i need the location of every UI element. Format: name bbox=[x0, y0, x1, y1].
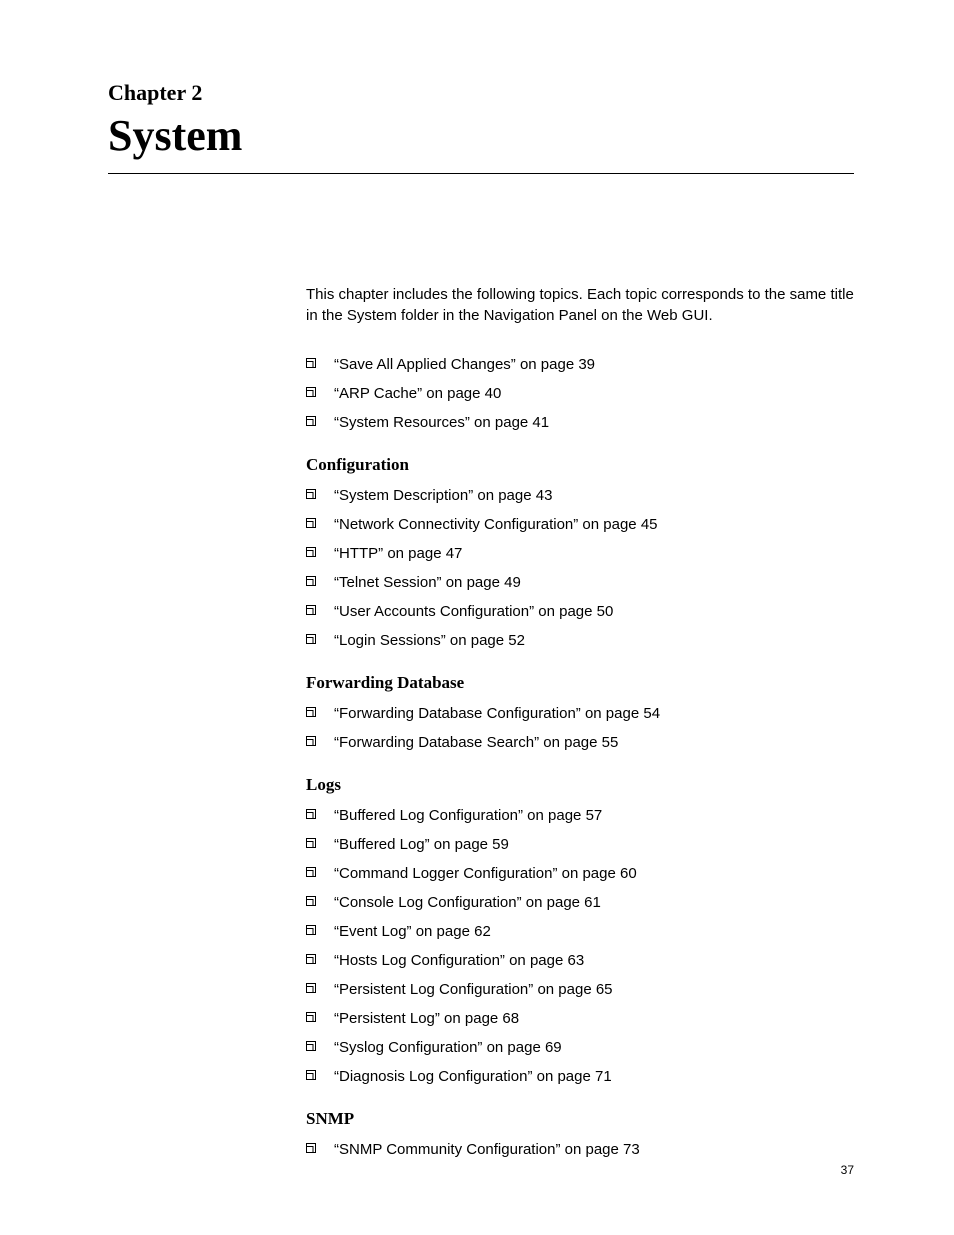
toc-item: “Login Sessions” on page 52 bbox=[306, 626, 854, 655]
toc-item-text: “Persistent Log” on page 68 bbox=[334, 1008, 519, 1029]
list-bullet-icon bbox=[306, 954, 316, 964]
list-bullet-icon bbox=[306, 983, 316, 993]
section-heading: SNMP bbox=[306, 1109, 854, 1129]
toc-item: “User Accounts Configuration” on page 50 bbox=[306, 597, 854, 626]
list-bullet-icon bbox=[306, 634, 316, 644]
toc-item: “Persistent Log Configuration” on page 6… bbox=[306, 975, 854, 1004]
toc-item: “Buffered Log” on page 59 bbox=[306, 830, 854, 859]
list-bullet-icon bbox=[306, 896, 316, 906]
toc-item-text: “Event Log” on page 62 bbox=[334, 921, 491, 942]
list-bullet-icon bbox=[306, 576, 316, 586]
list-bullet-icon bbox=[306, 547, 316, 557]
toc-item-text: “Diagnosis Log Configuration” on page 71 bbox=[334, 1066, 612, 1087]
toc-item-text: “ARP Cache” on page 40 bbox=[334, 383, 501, 404]
chapter-content: This chapter includes the following topi… bbox=[306, 284, 854, 1164]
section-heading: Configuration bbox=[306, 455, 854, 475]
list-bullet-icon bbox=[306, 1041, 316, 1051]
intro-paragraph: This chapter includes the following topi… bbox=[306, 284, 854, 326]
toc-item: “Diagnosis Log Configuration” on page 71 bbox=[306, 1062, 854, 1091]
toc-item-text: “Save All Applied Changes” on page 39 bbox=[334, 354, 595, 375]
toc-list: “Buffered Log Configuration” on page 57 “… bbox=[306, 801, 854, 1091]
toc-item-text: “Telnet Session” on page 49 bbox=[334, 572, 521, 593]
toc-item: “HTTP” on page 47 bbox=[306, 539, 854, 568]
page-number: 37 bbox=[841, 1163, 854, 1177]
list-bullet-icon bbox=[306, 518, 316, 528]
toc-item: “Buffered Log Configuration” on page 57 bbox=[306, 801, 854, 830]
toc-item: “SNMP Community Configuration” on page 7… bbox=[306, 1135, 854, 1164]
list-bullet-icon bbox=[306, 489, 316, 499]
list-bullet-icon bbox=[306, 838, 316, 848]
toc-item-text: “Syslog Configuration” on page 69 bbox=[334, 1037, 562, 1058]
toc-item-text: “SNMP Community Configuration” on page 7… bbox=[334, 1139, 640, 1160]
toc-list: “Forwarding Database Configuration” on p… bbox=[306, 699, 854, 757]
list-bullet-icon bbox=[306, 358, 316, 368]
toc-item-text: “Forwarding Database Search” on page 55 bbox=[334, 732, 618, 753]
toc-item-text: “Forwarding Database Configuration” on p… bbox=[334, 703, 660, 724]
toc-item-text: “Buffered Log Configuration” on page 57 bbox=[334, 805, 602, 826]
toc-list: “Save All Applied Changes” on page 39 “AR… bbox=[306, 350, 854, 437]
toc-item: “Telnet Session” on page 49 bbox=[306, 568, 854, 597]
toc-item: “Hosts Log Configuration” on page 63 bbox=[306, 946, 854, 975]
toc-item: “System Description” on page 43 bbox=[306, 481, 854, 510]
list-bullet-icon bbox=[306, 1143, 316, 1153]
list-bullet-icon bbox=[306, 416, 316, 426]
toc-item-text: “Console Log Configuration” on page 61 bbox=[334, 892, 601, 913]
toc-item: “Network Connectivity Configuration” on … bbox=[306, 510, 854, 539]
toc-item-text: “HTTP” on page 47 bbox=[334, 543, 462, 564]
toc-item: “Persistent Log” on page 68 bbox=[306, 1004, 854, 1033]
toc-list: “System Description” on page 43 “Network … bbox=[306, 481, 854, 655]
section-heading: Forwarding Database bbox=[306, 673, 854, 693]
toc-item: “ARP Cache” on page 40 bbox=[306, 379, 854, 408]
list-bullet-icon bbox=[306, 867, 316, 877]
title-rule bbox=[108, 173, 854, 174]
list-bullet-icon bbox=[306, 707, 316, 717]
toc-item-text: “Persistent Log Configuration” on page 6… bbox=[334, 979, 613, 1000]
list-bullet-icon bbox=[306, 1070, 316, 1080]
toc-item-text: “Hosts Log Configuration” on page 63 bbox=[334, 950, 584, 971]
toc-item-text: “Login Sessions” on page 52 bbox=[334, 630, 525, 651]
toc-item: “Forwarding Database Configuration” on p… bbox=[306, 699, 854, 728]
toc-item: “Event Log” on page 62 bbox=[306, 917, 854, 946]
list-bullet-icon bbox=[306, 387, 316, 397]
list-bullet-icon bbox=[306, 605, 316, 615]
chapter-label: Chapter 2 bbox=[108, 80, 854, 106]
toc-item: “Syslog Configuration” on page 69 bbox=[306, 1033, 854, 1062]
list-bullet-icon bbox=[306, 1012, 316, 1022]
list-bullet-icon bbox=[306, 809, 316, 819]
toc-item-text: “Command Logger Configuration” on page 6… bbox=[334, 863, 637, 884]
toc-item-text: “System Resources” on page 41 bbox=[334, 412, 549, 433]
toc-item-text: “Buffered Log” on page 59 bbox=[334, 834, 509, 855]
toc-item-text: “User Accounts Configuration” on page 50 bbox=[334, 601, 613, 622]
toc-item: “Forwarding Database Search” on page 55 bbox=[306, 728, 854, 757]
chapter-title: System bbox=[108, 110, 854, 161]
toc-item: “Command Logger Configuration” on page 6… bbox=[306, 859, 854, 888]
section-heading: Logs bbox=[306, 775, 854, 795]
list-bullet-icon bbox=[306, 925, 316, 935]
toc-item: “Console Log Configuration” on page 61 bbox=[306, 888, 854, 917]
toc-item-text: “System Description” on page 43 bbox=[334, 485, 552, 506]
toc-list: “SNMP Community Configuration” on page 7… bbox=[306, 1135, 854, 1164]
toc-item: “System Resources” on page 41 bbox=[306, 408, 854, 437]
toc-item: “Save All Applied Changes” on page 39 bbox=[306, 350, 854, 379]
list-bullet-icon bbox=[306, 736, 316, 746]
toc-item-text: “Network Connectivity Configuration” on … bbox=[334, 514, 658, 535]
